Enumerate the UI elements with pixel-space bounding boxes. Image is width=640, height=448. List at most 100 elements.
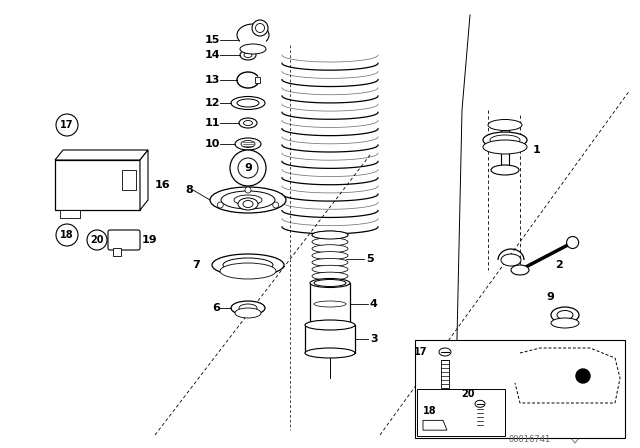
Ellipse shape <box>238 198 258 210</box>
Polygon shape <box>55 150 148 160</box>
Ellipse shape <box>312 245 348 253</box>
Ellipse shape <box>557 310 573 319</box>
Text: 17: 17 <box>60 120 74 130</box>
Circle shape <box>56 114 78 136</box>
Ellipse shape <box>312 258 348 267</box>
Circle shape <box>566 237 579 249</box>
Ellipse shape <box>244 52 252 57</box>
Ellipse shape <box>243 121 253 125</box>
Text: 18: 18 <box>423 405 436 416</box>
Bar <box>441 360 449 388</box>
Bar <box>415 340 625 438</box>
FancyBboxPatch shape <box>108 230 140 250</box>
Ellipse shape <box>234 195 262 205</box>
Ellipse shape <box>314 301 346 307</box>
Ellipse shape <box>212 254 284 276</box>
Polygon shape <box>423 420 447 430</box>
Ellipse shape <box>312 252 348 259</box>
Circle shape <box>238 158 258 178</box>
Ellipse shape <box>501 254 521 266</box>
Ellipse shape <box>239 304 257 312</box>
Ellipse shape <box>491 165 519 175</box>
Ellipse shape <box>483 132 527 148</box>
Text: 17: 17 <box>413 347 427 357</box>
Ellipse shape <box>223 258 273 272</box>
Ellipse shape <box>240 50 256 60</box>
Ellipse shape <box>312 238 348 246</box>
Bar <box>310 283 350 325</box>
Text: 2: 2 <box>555 260 563 270</box>
Ellipse shape <box>490 135 520 145</box>
Ellipse shape <box>231 96 265 109</box>
Ellipse shape <box>231 301 265 315</box>
Circle shape <box>56 224 78 246</box>
Ellipse shape <box>439 348 451 356</box>
Ellipse shape <box>314 280 346 287</box>
Ellipse shape <box>312 272 348 280</box>
Text: 15: 15 <box>205 35 220 45</box>
Bar <box>255 77 260 83</box>
Text: 18: 18 <box>60 230 74 240</box>
Circle shape <box>273 202 278 208</box>
Ellipse shape <box>488 120 522 130</box>
Ellipse shape <box>305 320 355 330</box>
Ellipse shape <box>210 187 286 213</box>
Text: 00016741: 00016741 <box>509 435 551 444</box>
Text: 7: 7 <box>192 260 200 270</box>
Text: 16: 16 <box>155 180 171 190</box>
Ellipse shape <box>235 138 261 150</box>
Ellipse shape <box>255 23 264 33</box>
Text: 9: 9 <box>546 292 554 302</box>
Text: 8: 8 <box>185 185 193 195</box>
Ellipse shape <box>483 140 527 154</box>
Bar <box>305 325 355 353</box>
Ellipse shape <box>239 118 257 128</box>
Text: 20: 20 <box>461 389 475 399</box>
Ellipse shape <box>240 44 266 54</box>
Text: 13: 13 <box>205 75 220 85</box>
Ellipse shape <box>252 20 268 36</box>
Bar <box>60 210 80 218</box>
Text: 6: 6 <box>212 303 220 313</box>
Text: 4: 4 <box>370 299 378 309</box>
Text: 19: 19 <box>142 235 157 245</box>
Ellipse shape <box>235 308 261 318</box>
Text: 14: 14 <box>204 50 220 60</box>
Ellipse shape <box>312 231 348 239</box>
Circle shape <box>245 187 251 193</box>
Ellipse shape <box>243 201 253 207</box>
Ellipse shape <box>237 24 269 46</box>
Ellipse shape <box>475 401 485 407</box>
Ellipse shape <box>305 348 355 358</box>
Circle shape <box>87 230 107 250</box>
Bar <box>122 170 136 190</box>
Ellipse shape <box>220 263 276 279</box>
Text: 9: 9 <box>244 163 252 173</box>
Ellipse shape <box>551 318 579 328</box>
Ellipse shape <box>241 141 255 147</box>
Text: 12: 12 <box>205 98 220 108</box>
Bar <box>113 248 121 256</box>
Ellipse shape <box>310 320 350 329</box>
Ellipse shape <box>551 307 579 323</box>
Circle shape <box>230 150 266 186</box>
Ellipse shape <box>511 265 529 275</box>
Text: 20: 20 <box>90 235 104 245</box>
Text: 1: 1 <box>533 145 541 155</box>
Text: 10: 10 <box>205 139 220 149</box>
Bar <box>240 35 266 49</box>
Text: 11: 11 <box>205 118 220 128</box>
Bar <box>417 389 505 436</box>
Text: 3: 3 <box>370 334 378 344</box>
Circle shape <box>576 369 590 383</box>
Ellipse shape <box>221 191 275 209</box>
Bar <box>314 235 346 283</box>
Ellipse shape <box>312 265 348 273</box>
Ellipse shape <box>237 99 259 107</box>
Bar <box>501 125 509 165</box>
Ellipse shape <box>310 279 350 288</box>
Circle shape <box>218 202 223 208</box>
Text: 5: 5 <box>366 254 374 264</box>
Ellipse shape <box>312 231 348 239</box>
Polygon shape <box>140 150 148 210</box>
